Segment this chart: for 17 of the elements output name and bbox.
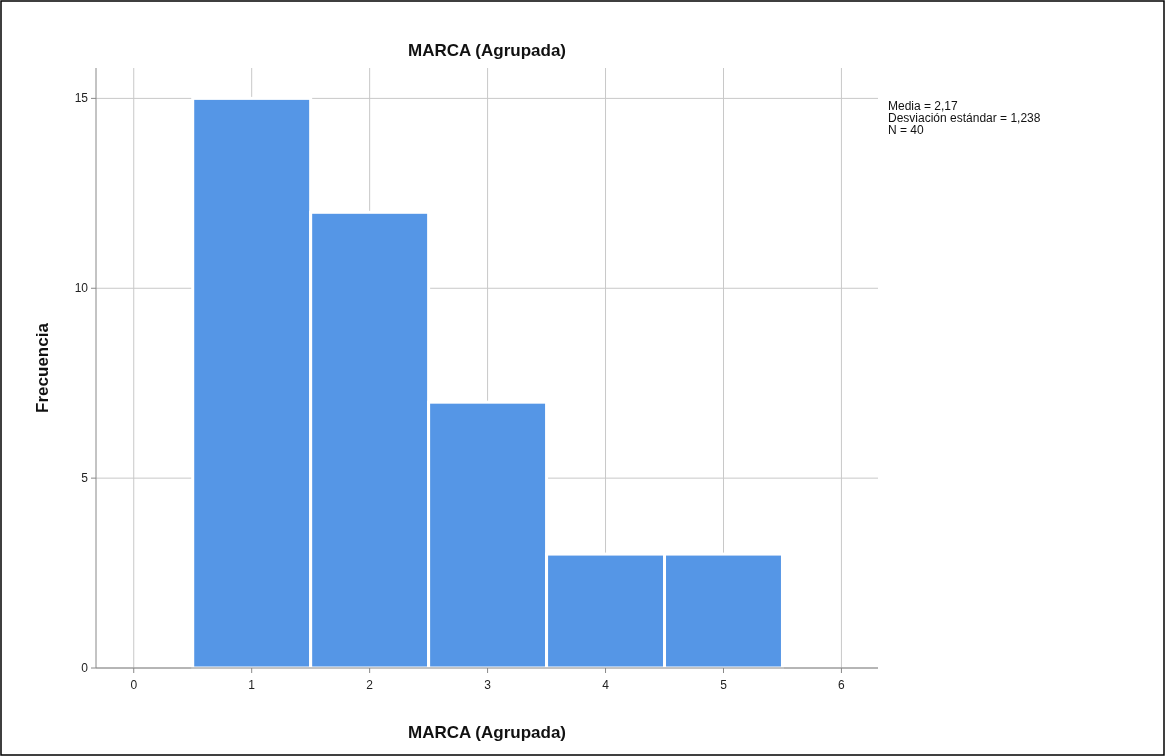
x-tick-label: 5 [720,678,728,692]
x-tick-label: 1 [248,678,256,692]
y-tick-label: 15 [74,91,89,106]
chart-title: MARCA (Agrupada) [407,41,567,60]
text: Media = 2,17 [888,99,959,113]
x-axis-title: MARCA (Agrupada) [407,723,567,742]
y-tick-label: 5 [81,471,89,486]
x-tick-label: 0 [130,678,138,692]
x-tick-label: 6 [838,678,846,692]
x-tick-label: 2 [366,678,374,692]
y-tick-label: 10 [74,281,89,296]
text: Desviación estándar = 1,238 [888,111,1041,125]
y-axis-title: Frecuencia [33,322,52,413]
y-tick-label: 0 [81,661,89,675]
x-tick-label: 4 [602,678,610,692]
text: N = 40 [888,123,925,137]
x-tick-label: 3 [484,678,492,692]
